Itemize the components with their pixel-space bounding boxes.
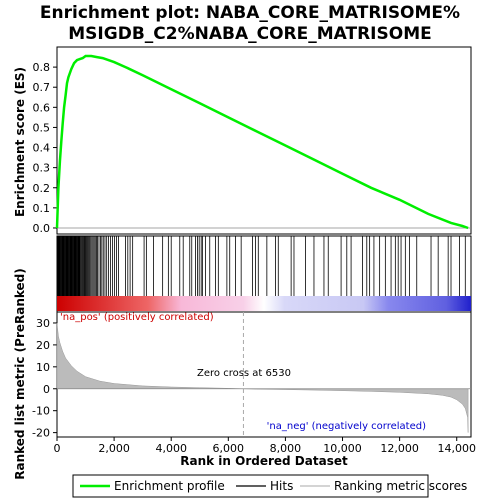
es-y-tick-label: 0.3	[33, 162, 51, 175]
x-tick-label: 8,000	[270, 442, 302, 455]
x-axis: 0 2,000 4,000 6,000 8,000 10,000 12,000 14,000	[54, 437, 476, 455]
es-y-axis: 0.0 0.1 0.2 0.3 0.4 0.5 0.6 0.7 0.8	[33, 61, 57, 235]
x-tick-label: 12,000	[380, 442, 419, 455]
zero-cross-label: Zero cross at 6530	[197, 368, 291, 379]
legend-hits-label: Hits	[270, 479, 293, 493]
metric-y-tick-label: -10	[32, 405, 50, 418]
x-tick-label: 10,000	[323, 442, 362, 455]
legend-metric-label: Ranking metric scores	[334, 479, 467, 493]
legend-enrichment-label: Enrichment profile	[114, 479, 225, 493]
x-axis-label: Rank in Ordered Dataset	[180, 454, 348, 468]
x-tick-label: 4,000	[155, 442, 187, 455]
es-y-tick-label: 0.1	[33, 202, 51, 215]
metric-y-axis-label: Ranked list metric (PreRanked)	[13, 268, 27, 480]
x-tick-label: 2,000	[98, 442, 130, 455]
metric-y-tick-label: 20	[36, 339, 50, 352]
es-y-axis-label: Enrichment score (ES)	[13, 67, 27, 217]
es-y-tick-label: 0.8	[33, 61, 51, 74]
metric-y-tick-label: 10	[36, 361, 50, 374]
chart-title-line1: Enrichment plot: NABA_CORE_MATRISOME%	[40, 3, 460, 23]
rank-heatmap-bar	[57, 296, 471, 311]
metric-y-tick-label: 0	[43, 383, 50, 396]
es-y-tick-label: 0.4	[33, 142, 51, 155]
x-tick-label: 6,000	[213, 442, 245, 455]
x-tick-label: 0	[54, 442, 61, 455]
metric-y-tick-label: 30	[36, 317, 50, 330]
es-y-tick-label: 0.2	[33, 182, 51, 195]
es-y-tick-label: 0.6	[33, 101, 51, 114]
metric-y-tick-label: -20	[32, 427, 50, 440]
chart-title-line2: MSIGDB_C2%NABA_CORE_MATRISOME	[68, 24, 431, 44]
neg-correlated-label: 'na_neg' (negatively correlated)	[267, 421, 426, 432]
es-y-tick-label: 0.7	[33, 81, 51, 94]
es-y-tick-label: 0.0	[33, 222, 51, 235]
metric-panel	[56, 311, 472, 438]
x-tick-label: 14,000	[437, 442, 476, 455]
enrichment-profile-line	[55, 54, 469, 230]
hits-group	[56, 236, 466, 296]
pos-correlated-label: 'na_pos' (positively correlated)	[60, 312, 214, 323]
es-y-tick-label: 0.5	[33, 121, 51, 134]
metric-y-axis: 30 20 10 0 -10 -20	[32, 317, 57, 440]
es-panel	[56, 46, 472, 235]
